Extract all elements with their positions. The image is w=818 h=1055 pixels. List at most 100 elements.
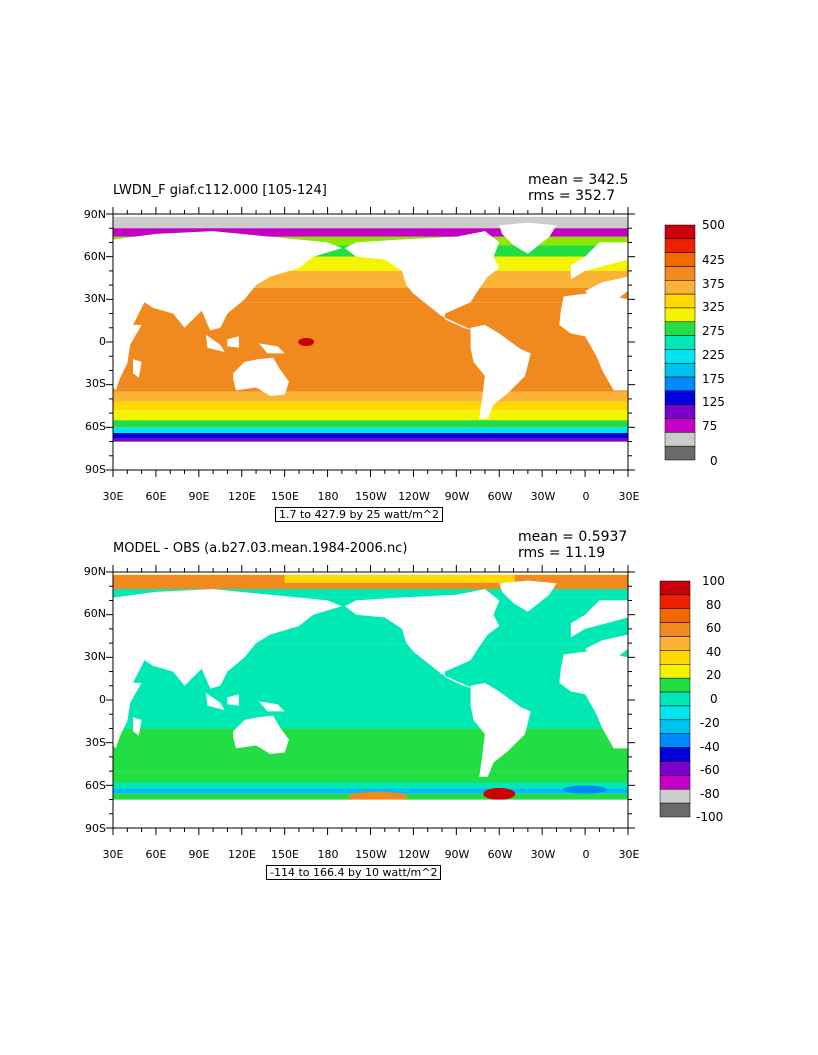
panel2-field-band bbox=[113, 782, 628, 789]
panel2-landmass-sumatra bbox=[206, 692, 225, 710]
panel1-colorbar-swatch bbox=[664, 238, 696, 253]
panel1-field-band bbox=[113, 216, 628, 229]
panel2-lon-label-90e: 90E bbox=[188, 848, 210, 861]
panel1-mean: mean = 342.5 bbox=[528, 172, 629, 188]
panel1-colorbar-swatch bbox=[664, 266, 696, 281]
panel2-colorbar-label: 40 bbox=[706, 645, 722, 659]
panel1-colorbar-swatch bbox=[664, 349, 696, 364]
panel2-landmass-greenland bbox=[499, 580, 557, 612]
panel2-colorbar-swatch bbox=[659, 719, 691, 734]
panel2-field-band bbox=[113, 788, 628, 794]
panel2-lat-label-30n: 30N bbox=[83, 650, 106, 663]
panel1-field-band bbox=[113, 391, 628, 402]
panel1-lon-label-90e: 90E bbox=[188, 490, 210, 503]
panel1-field-band bbox=[113, 410, 628, 421]
panel2-colorbar-swatch bbox=[659, 622, 691, 637]
panel2-lon-label-150w: 150W bbox=[355, 848, 387, 861]
panel2-colorbar-label: -80 bbox=[700, 787, 720, 801]
panel2-lat-label-30s: 30S bbox=[85, 736, 106, 749]
panel2-contour-info: -114 to 166.4 by 10 watt/m^2 bbox=[266, 865, 442, 880]
panel2-southern-hotspot bbox=[483, 787, 516, 800]
panel1-landmass-australia bbox=[233, 357, 289, 396]
panel2-colorbar-label: -100 bbox=[696, 810, 724, 824]
panel2-colorbar-swatch bbox=[659, 761, 691, 776]
panel1-landmass-south-america bbox=[470, 324, 531, 419]
panel1-colorbar-swatch bbox=[664, 445, 696, 461]
panel2-colorbar-label: 80 bbox=[706, 598, 722, 612]
panel1-colorbar-label: 0 bbox=[710, 454, 718, 468]
panel2-landmass-antarctica bbox=[113, 799, 628, 828]
panel2-lat-label-60s: 60S bbox=[85, 779, 106, 792]
panel2-southern-warm bbox=[347, 791, 408, 802]
panel1-lat-label-90s: 90S bbox=[85, 463, 106, 476]
panel2-colorbar-swatch bbox=[659, 580, 691, 596]
panel2-lon-label-180: 180 bbox=[317, 848, 339, 861]
panel1-colorbar-swatch bbox=[664, 418, 696, 433]
panel1-field-band bbox=[113, 427, 628, 434]
panel1-colorbar-swatch bbox=[664, 280, 696, 295]
panel2-lon-label-60e: 60E bbox=[145, 848, 167, 861]
panel2-landmass-africa-wrap bbox=[559, 651, 628, 749]
panel2-landmass-north-america bbox=[344, 589, 500, 689]
panel2-landmass-south-america bbox=[470, 682, 531, 777]
panel1-landmass-madagascar bbox=[133, 359, 142, 378]
panel1-lon-label-150e: 150E bbox=[271, 490, 299, 503]
panel2-colorbar-swatch bbox=[659, 705, 691, 721]
panel1-lon-label-0: 0 bbox=[582, 490, 590, 503]
panel1-colorbar-swatch bbox=[664, 321, 696, 336]
panel2-landmass-australia bbox=[233, 715, 289, 754]
panel2-colorbar-swatch bbox=[659, 788, 691, 804]
panel2-rms: rms = 11.19 bbox=[518, 545, 606, 561]
panel2-landmass-madagascar bbox=[133, 717, 142, 736]
panel2-field-band bbox=[113, 771, 628, 783]
panel2-lon-label-90w: 90W bbox=[444, 848, 470, 861]
panel1-colorbar-label: 325 bbox=[702, 300, 725, 314]
panel1-colorbar-swatch bbox=[664, 293, 696, 309]
panel1-lon-label-60e: 60E bbox=[145, 490, 167, 503]
panel2-colorbar-label: 20 bbox=[706, 668, 722, 682]
panel1-lat-label-30n: 30N bbox=[83, 292, 106, 305]
panel2-landmass-eurasia bbox=[113, 589, 342, 749]
panel2-colorbar-swatch bbox=[659, 733, 691, 748]
panel2-colorbar-label: -60 bbox=[700, 763, 720, 777]
panel2-colorbar-swatch bbox=[659, 775, 691, 790]
panel2-lon-label-120w: 120W bbox=[398, 848, 430, 861]
panel2-lon-label-150e: 150E bbox=[271, 848, 299, 861]
panel2-colorbar-swatch bbox=[659, 608, 691, 623]
panel2-landmass-borneo bbox=[227, 694, 239, 706]
panel2-lon-label-60w: 60W bbox=[487, 848, 513, 861]
panel1-colorbar-label: 225 bbox=[702, 348, 725, 362]
panel1-colorbar-swatch bbox=[664, 432, 696, 447]
panel1-landmass-africa-wrap bbox=[559, 293, 628, 391]
panel1-lon-label-150w: 150W bbox=[355, 490, 387, 503]
panel1-colorbar-swatch bbox=[664, 224, 696, 240]
panel1-field-band bbox=[113, 401, 628, 411]
panel1-landmass-europe bbox=[570, 242, 628, 280]
panel2-colorbar-label: 100 bbox=[702, 574, 725, 588]
panel1-field-band bbox=[113, 420, 628, 428]
panel2-field-band bbox=[113, 589, 628, 598]
panel2-colorbar-swatch bbox=[659, 677, 691, 693]
panel1-colorbar-label: 75 bbox=[702, 419, 718, 433]
panel1-landmass-eurasia bbox=[113, 231, 342, 391]
panel1-colorbar-swatch bbox=[664, 362, 696, 378]
panel1-colorbar-label: 175 bbox=[702, 372, 725, 386]
panel2-colorbar-label: -20 bbox=[700, 716, 720, 730]
panel1-colorbar-swatch bbox=[664, 252, 696, 267]
panel1-lon-label-90w: 90W bbox=[444, 490, 470, 503]
panel1-landmass-greenland bbox=[499, 222, 557, 254]
panel1-colorbar-swatch bbox=[664, 376, 696, 392]
panel2-lon-label-120e: 120E bbox=[228, 848, 256, 861]
panel1-rms: rms = 352.7 bbox=[528, 188, 616, 204]
panel1-contour-info: 1.7 to 427.9 by 25 watt/m^2 bbox=[275, 507, 443, 522]
panel1-lat-label-60n: 60N bbox=[83, 250, 106, 263]
panel1-lat-label-90n: 90N bbox=[83, 208, 106, 221]
panel1-lon-label-30e-end: 30E bbox=[618, 490, 640, 503]
panel2-lon-label-0: 0 bbox=[582, 848, 590, 861]
panel1-field-band bbox=[113, 236, 628, 246]
panel1-colorbar-label: 425 bbox=[702, 253, 725, 267]
panel1-warm-pool bbox=[298, 338, 315, 346]
panel2-lon-label-30e: 30E bbox=[102, 848, 124, 861]
panel2-colorbar-swatch bbox=[659, 802, 691, 818]
panel2-colorbar-swatch bbox=[659, 691, 691, 707]
